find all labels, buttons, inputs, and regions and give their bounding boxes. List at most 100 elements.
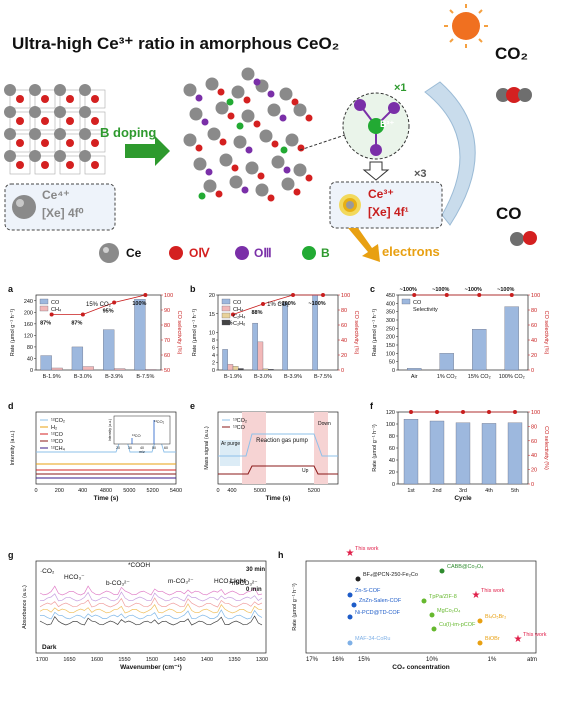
point-label: Bi₄O₅Br₂ [485,614,506,620]
legend-label: C₂H₆ [233,321,245,327]
ce-atom [229,175,243,189]
lattice-cell [59,155,81,175]
selectivity-label: ~100% [497,287,514,293]
point-label: BiOBr [485,636,500,642]
bar-C₂H₄ [232,366,239,371]
point-label: MAF-34-CoRu [355,636,390,642]
annotation: 30 min [246,567,265,573]
ce-atom [4,106,16,118]
scatter-point [351,602,357,608]
panel-label: c [370,285,375,294]
o-atom [297,144,305,152]
star-marker: ★ [472,590,481,601]
x-axis-label: Time (s) [94,495,119,502]
series-line [218,465,338,475]
selectivity-point [143,293,148,297]
selectivity-point [409,410,413,414]
ce-atom [189,107,203,121]
band-annotation: HCO₃⁻ [214,578,235,585]
figure-title: Ultra-high Ce³⁺ ratio in amorphous CeO₂ [12,34,340,53]
b3-label: B³⁺ [380,119,395,129]
ce-atom [259,129,273,143]
o-atom [66,95,74,103]
x-tick-label: 0 [34,488,37,494]
ce3-ion-label: Ce³⁺ [368,187,394,201]
ce-atom [231,85,245,99]
panel-label: a [8,285,14,294]
x-tick-label: 15% CO₂ [468,374,491,380]
selectivity-point [509,293,514,297]
x-tick-label: 400 [227,488,236,494]
bar-CO [71,346,84,371]
legend-o-iv: OⅣ [189,246,210,260]
o-atom [231,164,239,172]
panel-a: a 0 40 80 120 160 200 240 50 60 70 80 90 100 B-1.9% B-3… [8,285,182,380]
point-label: CABB@Co₃O₄ [447,564,484,570]
y-tick-label: 300 [386,318,395,324]
x-tick-label: 16% [332,657,345,663]
selectivity-point [461,410,465,414]
y-tick-label: 450 [386,293,395,299]
lattice-cell [9,155,31,175]
sun-icon [444,4,488,48]
x-tick-label: B-3.9% [284,374,302,380]
x-tick-label: 15% [358,657,371,663]
y-axis-label: Mass signal (a.u.) [204,426,210,470]
o-atom [271,140,279,148]
ce-atom [285,133,299,147]
scatter-point [431,626,437,632]
x-tick-label: 1st [407,488,415,494]
scatter-point [439,568,445,574]
o-atom [41,117,49,125]
down-arrow-icon [362,161,390,181]
bar-CH₄ [257,341,264,371]
y-tick-label: 120 [24,333,33,339]
selectivity-label: 87% [40,321,51,327]
o-atom [16,161,24,169]
bar-CO [504,306,519,371]
bar-CO [252,322,258,371]
y2-tick-label: 20 [531,353,537,359]
y2-tick-label: 60 [164,353,170,359]
star-marker: ★ [514,634,523,645]
inset-x-label: m/z [139,450,145,454]
star-marker: ★ [346,548,355,559]
o-atom [283,166,291,174]
selectivity-label: ~100% [278,301,295,307]
y-tick-label: 150 [386,343,395,349]
bar-CH₄ [145,369,157,371]
point-label: This work [355,546,379,552]
b3-coordination-zoom [342,92,410,160]
x-tick-label: B-7.5% [136,374,154,380]
lattice-cell [84,89,106,109]
x-tick-label: 4th [485,488,493,494]
y2-tick-label: 20 [531,468,537,474]
co2-molecule-icon [496,87,532,103]
ce-atom [233,135,247,149]
inset-y-label: Intensity (a.u.) [108,419,112,441]
legend-label: C₂H₄ [233,314,246,320]
bar-Rate [481,423,497,485]
selectivity-label: ~100% [400,287,417,293]
ce-atom [255,183,269,197]
x-tick-label: 2nd [432,488,441,494]
pump-window [314,412,328,484]
panel-label: f [370,401,374,411]
panel-label: e [190,401,195,411]
x-tick-label: 10% [426,657,439,663]
o-atom [267,90,275,98]
bar-Rate [507,422,523,485]
y-tick-label: 160 [24,322,33,328]
o-atom [253,78,261,86]
y-tick-label: 350 [386,310,395,316]
spectrum-line [39,585,263,596]
selectivity-point [49,312,54,317]
band-annotation: HCO₃⁻ [64,574,85,581]
pump-window [242,412,266,484]
x-tick-label: 5th [511,488,519,494]
o-atom [195,94,203,102]
panel-f: f 0 20 40 60 80 100 120 0 20 40 60 80 100 1st 2nd 3rd 4th… [370,401,549,502]
point-label: MgCo₂O₄ [437,608,461,614]
